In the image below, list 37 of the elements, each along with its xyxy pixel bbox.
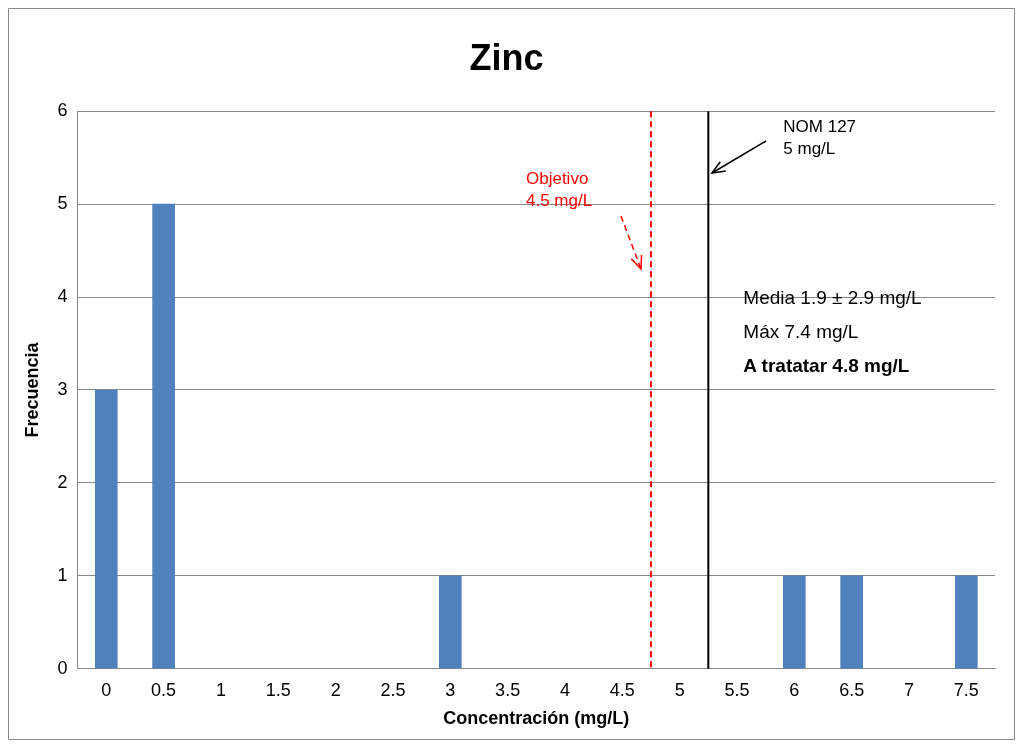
- x-tick-label: 5: [674, 679, 685, 700]
- bar: [94, 389, 118, 669]
- chart-title: Zinc: [469, 36, 544, 78]
- y-tick-label: 1: [57, 564, 68, 585]
- ref-line-label: Objetivo 4.5 mg/L: [525, 169, 593, 211]
- x-axis-title: Concentración (mg/L): [443, 708, 630, 729]
- bar: [955, 575, 978, 669]
- y-axis-title: Frecuencia: [21, 341, 42, 438]
- x-tick-label: 3: [445, 679, 456, 700]
- y-tick-label: 3: [57, 378, 68, 399]
- x-tick-label: 4: [559, 679, 570, 700]
- bar: [840, 575, 863, 669]
- x-tick-label: 0.5: [151, 679, 177, 700]
- x-tick-label: 3.5: [495, 679, 521, 700]
- bar: [782, 575, 806, 669]
- annotation: A tratatar 4.8 mg/L: [743, 354, 910, 376]
- x-tick-label: 4.5: [609, 679, 635, 700]
- x-tick-label: 6.5: [839, 679, 865, 700]
- x-tick-label: 0: [101, 679, 112, 700]
- y-tick-label: 6: [57, 100, 68, 121]
- annotation: Media 1.9 ± 2.9 mg/L: [743, 286, 922, 308]
- ref-line-label: NOM 127 5 mg/L: [783, 117, 857, 159]
- x-tick-label: 1: [215, 679, 226, 700]
- x-tick-label: 6: [789, 679, 800, 700]
- y-tick-label: 4: [57, 286, 68, 307]
- x-tick-label: 7: [903, 679, 914, 700]
- y-tick-label: 2: [57, 471, 68, 492]
- y-tick-label: 5: [57, 193, 68, 214]
- x-tick-label: 7.5: [953, 679, 979, 700]
- x-tick-label: 5.5: [724, 679, 750, 700]
- bar: [152, 203, 175, 669]
- x-tick-label: 2.5: [380, 679, 406, 700]
- x-tick-label: 2: [330, 679, 341, 700]
- y-tick-label: 0: [57, 657, 68, 678]
- bar: [438, 575, 462, 669]
- annotation: Máx 7.4 mg/L: [743, 320, 859, 342]
- x-tick-label: 1.5: [265, 679, 291, 700]
